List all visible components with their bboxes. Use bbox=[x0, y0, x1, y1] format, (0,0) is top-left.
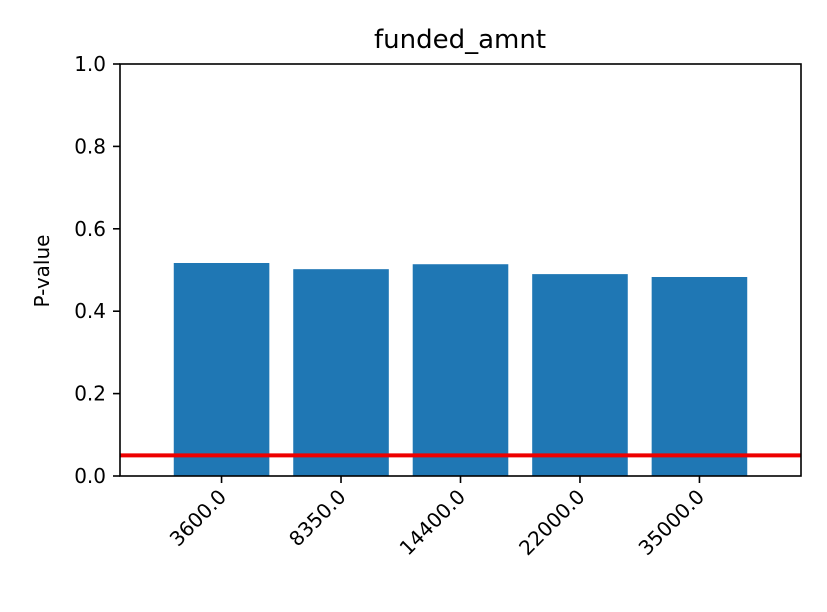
bar-14400.0 bbox=[412, 264, 509, 476]
bar-8350.0 bbox=[293, 269, 389, 476]
bar-35000.0 bbox=[651, 277, 748, 476]
x-tick-label: 14400.0 bbox=[395, 485, 470, 560]
bar-22000.0 bbox=[532, 274, 628, 476]
chart-title: funded_amnt bbox=[374, 25, 546, 55]
x-tick-label: 22000.0 bbox=[514, 485, 589, 560]
plot-area: 0.0 0.2 0.4 0.6 0.8 1.0 3600.0 8350.0 14400.0 220… bbox=[74, 52, 802, 560]
y-tick-label: 0.2 bbox=[74, 382, 106, 406]
y-axis-label: P-value bbox=[30, 235, 54, 308]
y-tick-label: 0.0 bbox=[74, 464, 106, 488]
y-tick-label: 0.6 bbox=[74, 217, 106, 241]
y-tick-label: 1.0 bbox=[74, 52, 106, 76]
y-tick-label: 0.4 bbox=[74, 299, 106, 323]
x-tick-label: 35000.0 bbox=[634, 485, 709, 560]
x-tick-label: 8350.0 bbox=[284, 485, 350, 551]
y-tick-label: 0.8 bbox=[74, 134, 106, 158]
x-tick-label: 3600.0 bbox=[165, 485, 231, 551]
bar-3600.0 bbox=[173, 262, 270, 476]
